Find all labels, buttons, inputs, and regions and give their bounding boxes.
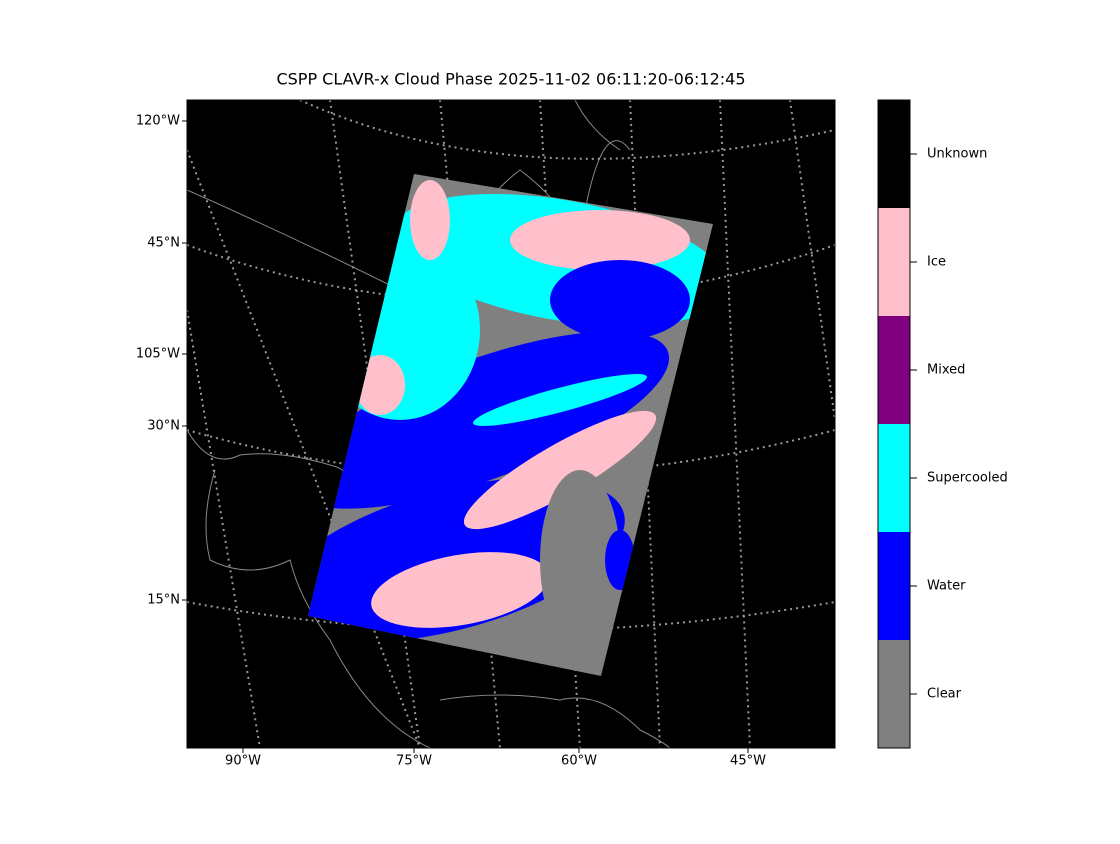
colorbar-segment xyxy=(878,424,910,532)
title: CSPP CLAVR-x Cloud Phase 2025-11-02 06:1… xyxy=(276,70,745,89)
left-label: 15°N xyxy=(147,593,180,608)
colorbar-label: Water xyxy=(927,579,966,594)
bottom-label: 90°W xyxy=(225,754,261,769)
axis-labels: 120°W 45°N 105°W 30°N 15°N 90°W 75°W 60°W 45°W xyxy=(136,114,766,769)
bottom-label: 45°W xyxy=(730,754,766,769)
colorbar-label: Ice xyxy=(927,255,946,270)
colorbar: Unknown Ice Mixed Supercooled Water Clear xyxy=(877,99,1008,749)
colorbar-label: Unknown xyxy=(927,147,987,162)
left-label: 45°N xyxy=(147,236,180,251)
colorbar-segment xyxy=(878,640,910,748)
left-label: 120°W xyxy=(136,114,180,129)
colorbar-segment xyxy=(878,532,910,640)
left-label: 105°W xyxy=(136,347,180,362)
colorbar-label: Clear xyxy=(927,687,962,702)
map-frame xyxy=(186,99,836,749)
colorbar-segment xyxy=(878,208,910,316)
bottom-label: 60°W xyxy=(561,754,597,769)
colorbar-label: Mixed xyxy=(927,363,965,378)
bottom-label: 75°W xyxy=(396,754,432,769)
colorbar-frame xyxy=(877,99,911,749)
colorbar-label: Supercooled xyxy=(927,471,1008,486)
colorbar-segment xyxy=(878,316,910,424)
colorbar-segment xyxy=(878,100,910,208)
left-label: 30°N xyxy=(147,419,180,434)
